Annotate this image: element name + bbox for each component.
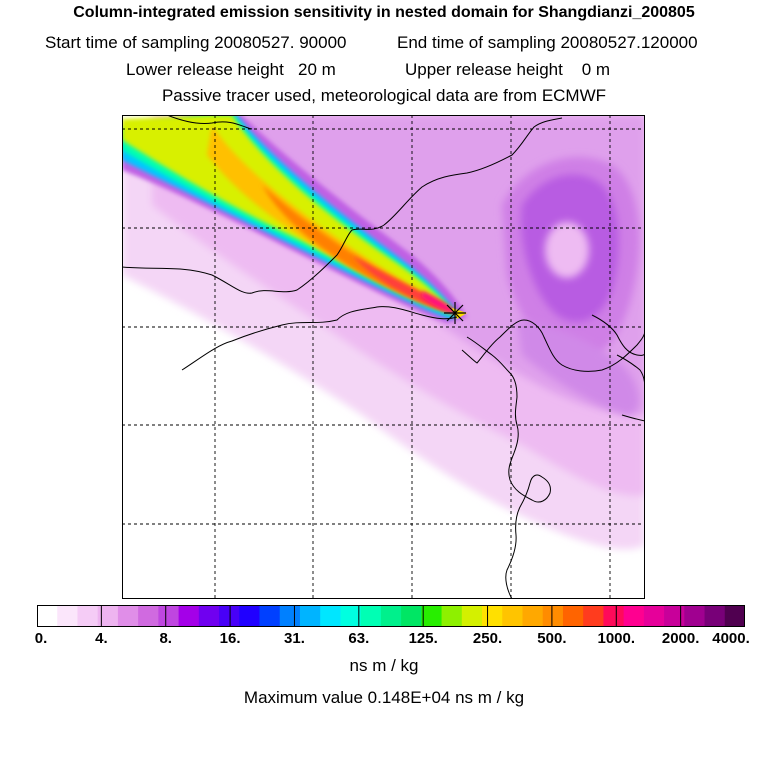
colorbar-tick-label: 31. [284,630,305,647]
colorbar-units: ns m / kg [349,656,419,675]
colorbar-cell [401,605,422,627]
colorbar-cell [502,605,524,627]
colorbar-cell [461,605,483,627]
colorbar-cell [421,605,443,627]
colorbar-tick-label: 2000. [661,630,700,647]
colorbar-cell [482,605,503,627]
colorbar-cell [643,605,665,627]
lat-lon-grid [122,115,645,599]
colorbar-cell [603,605,625,627]
colorbar-cell [37,605,58,627]
province-border-north [166,115,253,130]
colorbar-cell [138,605,159,627]
colorbar-cell [704,605,726,627]
colorbar-cell [360,605,382,627]
colorbar-cell [117,605,139,627]
colorbar-tick-label: 4000. [712,630,750,647]
colorbar-cell [684,605,706,627]
colorbar [37,605,745,627]
colorbar-cell [178,605,200,627]
colorbar-tick-label: 16. [219,630,241,647]
colorbar-cell [542,605,564,627]
colorbar-cell [158,605,180,627]
map-title: Column-integrated emission sensitivity i… [73,4,695,21]
colorbar-tick-label: 250. [472,630,503,647]
colorbar-cell [97,605,119,627]
asterisk-icon [444,302,466,324]
plume-layer-8 [422,291,458,314]
colorbar-cell [380,605,402,627]
max-value-label: Maximum value 0.148E+04 ns m / kg [243,688,525,707]
lower-height-label: Lower release height 20 m [126,60,336,79]
colorbar-cell [340,605,362,627]
colorbar-cell [583,605,604,627]
south-coast [621,414,645,422]
colorbar-tick-label: 125. [408,630,438,647]
colorbar-tick-label: 8. [159,630,172,647]
country-border [122,117,563,294]
colorbar-cell [522,605,544,627]
end-time-label: End time of sampling 20080527.120000 [397,33,698,52]
colorbar-cell [77,605,99,627]
tracer-info: Passive tracer used, meteorological data… [161,86,607,105]
colorbar-cell [259,605,281,627]
colorbar-tick-label: 1000. [597,630,636,647]
province-border-west [181,306,458,371]
colorbar-cell [441,605,463,627]
bay-coast [461,319,645,372]
colorbar-cell [724,605,745,627]
colorbar-cell [664,605,685,627]
colorbar-cell [279,605,301,627]
colorbar-cell [623,605,645,627]
colorbar-cell [320,605,342,627]
sensitivity-hole [545,222,589,278]
colorbar-cell [198,605,220,627]
upper-height-label: Upper release height 0 m [405,60,611,79]
map-panel [122,115,645,599]
coastline [466,336,551,599]
colorbar-tick-label: 63. [348,630,370,647]
colorbar-tick-label: 4. [95,630,108,647]
peninsula-coast [591,314,645,356]
colorbar-tick-label: 0. [34,630,48,647]
colorbar-cell [219,605,240,627]
colorbar-cell [299,605,321,627]
colorbar-tick-label: 500. [537,630,567,647]
start-time-label: Start time of sampling 20080527. 90000 [45,33,347,52]
colorbar-cell [562,605,584,627]
colorbar-cell [57,605,79,627]
colorbar-cell [239,605,261,627]
